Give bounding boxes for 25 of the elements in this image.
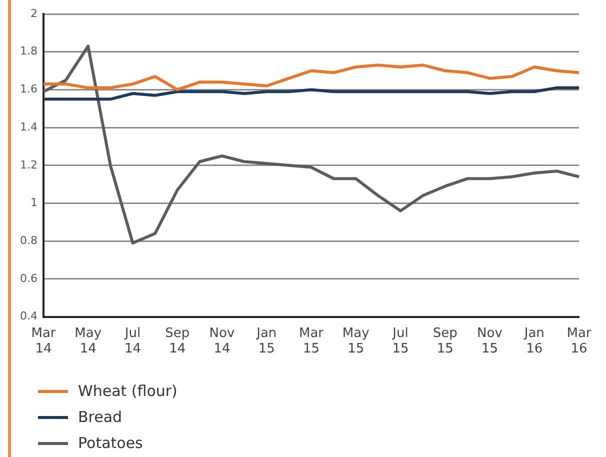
x-tick-label: Mar 14: [31, 326, 56, 357]
y-tick-label: 0.6: [20, 272, 38, 285]
y-tick-label: 1.8: [20, 44, 38, 58]
x-tick-label: Nov 14: [209, 326, 235, 357]
x-tick-label: Jan 15: [256, 326, 277, 357]
x-tick-label: May 14: [74, 326, 102, 357]
y-tick-label: 0.4: [20, 310, 38, 323]
legend-label: Wheat (flour): [78, 382, 178, 400]
x-tick-label: Sep 14: [165, 326, 190, 357]
x-tick-label: Jul 14: [124, 326, 142, 357]
y-tick-label: 1.6: [20, 82, 38, 96]
legend-label: Bread: [78, 408, 122, 426]
x-tick-label: Jan 16: [523, 326, 544, 357]
y-tick-label: 2: [30, 6, 38, 20]
x-tick-label: Mar 16: [566, 326, 592, 357]
legend-label: Potatoes: [78, 434, 143, 452]
y-tick-label: 1.4: [20, 120, 38, 134]
y-tick-label: 1: [30, 196, 38, 210]
x-tick-label: Jul 15: [392, 326, 409, 357]
x-tick-label: Sep 15: [432, 326, 458, 357]
x-tick-label: Mar 15: [298, 326, 324, 357]
y-tick-label: 0.8: [20, 234, 38, 247]
x-tick-label: May 15: [342, 326, 370, 357]
x-tick-label: Nov 15: [477, 326, 503, 357]
y-tick-label: 1.2: [20, 158, 38, 172]
